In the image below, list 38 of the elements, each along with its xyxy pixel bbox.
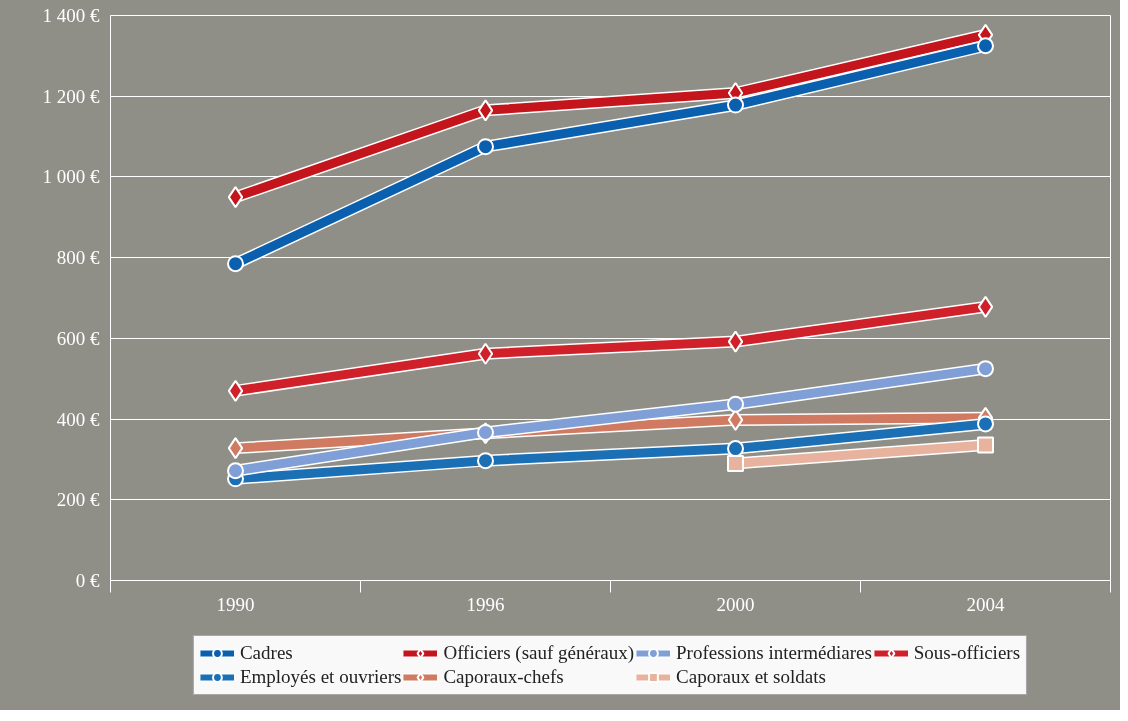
point [477,452,494,470]
x-tick-label: 1996 [466,593,505,615]
y-tick-label: 400 € [56,408,100,430]
point [227,186,244,209]
point [477,138,494,156]
point [727,454,744,472]
point [977,415,994,433]
y-tick-label: 1 400 € [42,5,100,26]
y-tick-label: 200 € [56,489,100,511]
point [477,342,494,365]
y-tick-label: 0 € [75,570,100,591]
y-tick-label: 600 € [56,327,100,349]
x-tick-label: 1990 [216,593,255,615]
point [977,436,994,454]
legend-label: Caporaux et soldats [676,666,826,688]
y-tick-label: 800 € [56,247,100,269]
point [477,99,494,122]
point [727,330,744,353]
x-tick-label: 2004 [966,593,1005,615]
legend-label: Caporaux-chefs [443,666,564,688]
point [727,395,744,413]
point [977,37,994,55]
point [977,360,994,378]
legend-label: Officiers (sauf généraux) [443,642,635,664]
point [227,379,244,402]
legend-label: Professions intermédiares [676,642,872,664]
point [977,295,994,318]
point [227,462,244,480]
y-tick-label: 1 200 € [42,85,100,107]
point [227,437,244,460]
point [477,423,494,441]
y-tick-label: 1 000 € [42,166,100,188]
legend-label: Cadres [239,642,293,664]
x-tick-label: 2000 [716,593,755,615]
point [727,96,744,114]
legend-label: Employés et ouvriers [239,666,402,688]
legend-label: Sous-officiers [913,642,1021,664]
point [227,255,244,273]
